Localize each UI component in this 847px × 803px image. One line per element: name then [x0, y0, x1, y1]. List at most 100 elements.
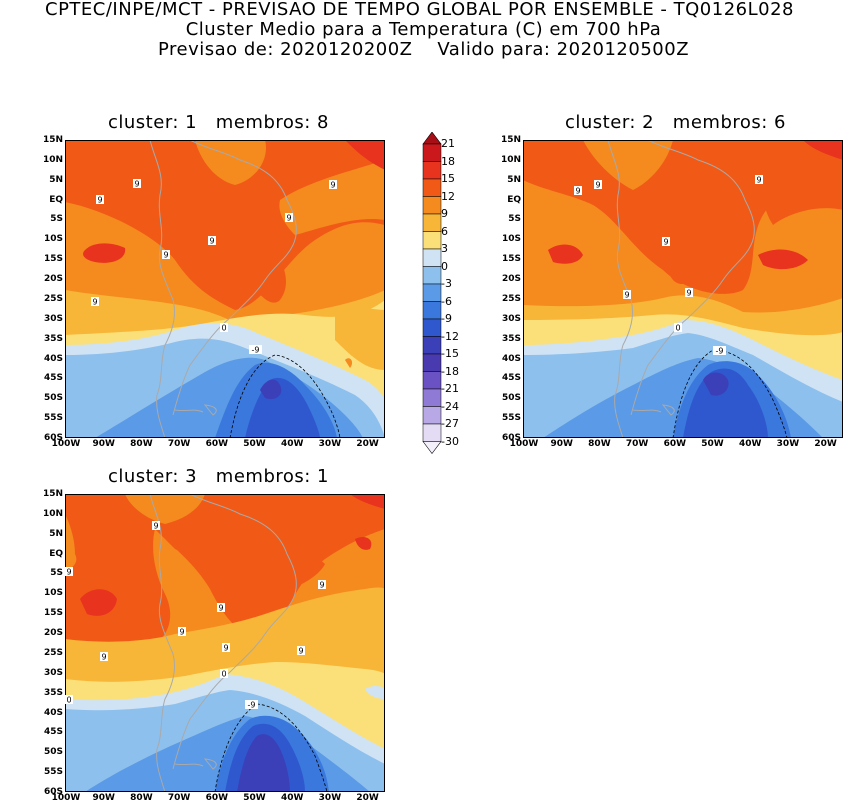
lat-tick-label: 40S — [43, 353, 63, 364]
lat-tick-label: 5N — [507, 174, 521, 185]
contour-label: 9 — [178, 627, 186, 637]
colorbar-level-label: -21 — [441, 382, 459, 395]
svg-text:9: 9 — [595, 181, 600, 190]
figure-date-line: Previsao de: 2020120200Z Valido para: 20… — [157, 39, 690, 60]
lat-tick-label: 15N — [500, 135, 521, 145]
lat-tick-label: EQ — [49, 548, 63, 559]
svg-text:9: 9 — [179, 628, 184, 637]
temperature-region — [355, 537, 372, 550]
colorbar-level-label: 12 — [441, 189, 455, 203]
colorbar-level-label: -3 — [441, 277, 452, 290]
colorbar-level-label: 15 — [441, 172, 455, 185]
colorbar-level-label: -18 — [441, 364, 459, 378]
contour-label: 9 — [755, 175, 763, 185]
map-panel-3: 9 9 9 9 9 9 9 9 0 -9 0 — [65, 494, 385, 792]
contour-label: 9 — [152, 521, 160, 531]
lat-tick-label: 20S — [43, 274, 63, 285]
colorbar-segment — [422, 301, 442, 320]
temperature-region — [350, 494, 385, 509]
lon-tick-label: 30W — [318, 439, 342, 449]
colorbar-level-label: -15 — [441, 347, 459, 360]
contour-label: 9 — [685, 288, 693, 298]
temperature-region — [260, 379, 282, 400]
lon-tick-label: 60W — [663, 439, 687, 449]
lon-tick-label: 70W — [167, 439, 191, 449]
contour-label: -9 — [245, 700, 258, 710]
svg-text:0: 0 — [221, 324, 226, 333]
colorbar-segment — [422, 388, 442, 407]
lat-tick-label: 50S — [43, 747, 63, 758]
temperature-region — [761, 140, 843, 225]
contour-line — [229, 354, 341, 438]
svg-text:-9: -9 — [716, 347, 724, 356]
lat-tick-label: EQ — [49, 194, 63, 205]
contour-line — [214, 703, 328, 792]
colorbar-segment — [422, 406, 442, 425]
temperature-region — [195, 140, 266, 185]
figure-subtitle: Cluster Medio para a Temperatura (C) em … — [185, 19, 662, 40]
lat-tick-label: 10S — [43, 234, 63, 245]
svg-text:9: 9 — [134, 180, 139, 189]
temperature-region — [345, 358, 353, 368]
lon-tick-label: 80W — [130, 439, 153, 449]
contour-label: 9 — [133, 179, 141, 189]
lon-tick-label: 80W — [588, 439, 611, 449]
temperature-region — [345, 140, 385, 170]
temperature-region — [683, 368, 768, 438]
svg-text:9: 9 — [686, 289, 691, 298]
colorbar-segment — [422, 353, 442, 372]
lon-tick-label: 70W — [625, 439, 649, 449]
lon-tick-label: 40W — [738, 439, 762, 449]
temperature-region — [237, 734, 290, 792]
colorbar-level-label: 9 — [441, 207, 448, 220]
lon-tick-label: 100W — [51, 439, 81, 449]
svg-text:9: 9 — [298, 647, 303, 656]
contour-label: 9 — [91, 297, 99, 307]
svg-text:9: 9 — [218, 604, 223, 613]
lat-tick-label: 35S — [501, 333, 521, 344]
lat-tick-label: 15S — [43, 254, 63, 265]
lat-tick-label: 55S — [43, 767, 63, 778]
lat-tick-label: 25S — [501, 293, 521, 304]
temperature-region — [279, 160, 385, 235]
contour-label: 9 — [297, 646, 305, 656]
lon-tick-label: 20W — [356, 793, 379, 803]
colorbar-level-label: -24 — [441, 399, 459, 413]
lon-tick-label: 90W — [92, 439, 115, 449]
lon-tick-label: 50W — [243, 793, 266, 803]
lon-tick-label: 100W — [51, 793, 81, 803]
colorbar-segment — [422, 213, 442, 232]
svg-text:9: 9 — [209, 237, 214, 246]
colorbar-segment — [422, 248, 442, 267]
lon-tick-label: 40W — [280, 439, 304, 449]
map-frame — [523, 140, 843, 438]
lat-tick-label: 30S — [501, 313, 521, 324]
lon-tick-label: 50W — [243, 439, 266, 449]
lat-tick-label: 5S — [50, 214, 63, 225]
svg-text:9: 9 — [97, 196, 102, 205]
contour-label: 9 — [318, 580, 326, 590]
contour-label: 9 — [208, 236, 216, 246]
svg-text:9: 9 — [756, 176, 761, 185]
temperature-region — [125, 494, 205, 524]
contour-line — [672, 349, 788, 438]
lat-tick-label: 50S — [43, 393, 63, 404]
panel-2-title: cluster: 2 membros: 6 — [565, 112, 787, 133]
map-frame — [65, 140, 385, 438]
lat-tick-label: 30S — [43, 313, 63, 324]
contour-label: 9 — [100, 652, 108, 662]
contour-label: -9 — [713, 346, 726, 356]
colorbar-segment — [422, 371, 442, 390]
lat-tick-label: 5S — [508, 214, 521, 225]
temperature-region — [195, 140, 286, 303]
contour-label: 9 — [623, 290, 631, 300]
lon-tick-label: 20W — [814, 439, 837, 449]
contour-label: 0 — [674, 323, 682, 333]
lat-tick-label: 15S — [43, 608, 63, 619]
colorbar-level-label: 6 — [441, 224, 448, 238]
colorbar-segment — [422, 336, 442, 355]
colorbar-segment — [422, 196, 442, 215]
svg-text:9: 9 — [575, 187, 580, 196]
lat-tick-label: 20S — [43, 628, 63, 639]
lat-tick-label: 25S — [43, 293, 63, 304]
